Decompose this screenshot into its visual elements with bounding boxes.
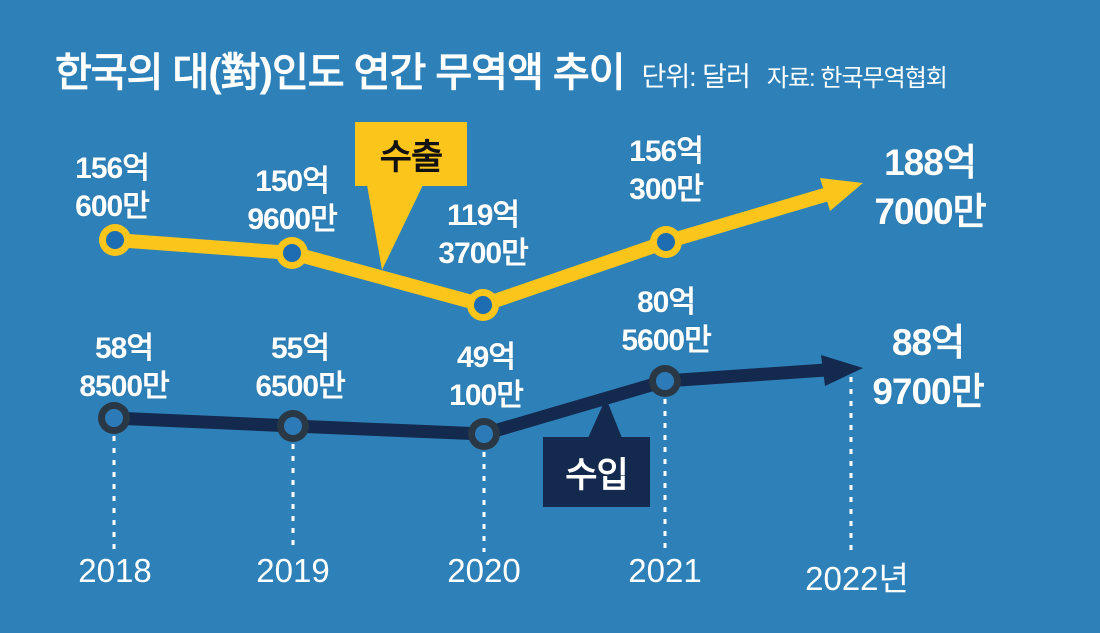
value-line1: 150억 [255,165,330,198]
import-dot-icon [468,418,500,450]
import-arrowhead-icon [821,355,863,386]
axis-year-2021: 2021 [628,552,702,589]
unit-label: 단위: 달러 [641,62,751,92]
value-line2: 8500만 [79,370,169,403]
import-callout-pointer [588,398,622,438]
import-value-2018: 58억 8500만 [79,330,169,406]
export-dot-icon [467,289,499,321]
value-line1: 80억 [637,286,696,319]
export-arrowhead-icon [820,178,863,211]
export-value-2021: 156억 300만 [629,133,704,209]
value-line1: 55억 [271,332,330,365]
axis-year-2022: 2022년 [805,560,909,597]
export-callout-pointer [367,185,423,270]
export-value-2022: 188억 7000만 [874,138,986,236]
value-line1: 88억 [891,322,965,363]
value-line1: 188억 [884,142,977,183]
export-dot-icon [276,237,308,269]
value-line2: 5600만 [621,324,711,357]
axis-year-2018: 2018 [78,552,152,589]
value-line1: 156억 [629,135,704,168]
axis-year-2020: 2020 [447,552,521,589]
value-line1: 156억 [75,152,150,185]
export-series-callout: 수출 [355,122,467,186]
import-series-label: 수입 [565,455,628,495]
export-dots [99,224,682,321]
value-line2: 100만 [449,379,524,412]
import-dot-icon [98,402,130,434]
page-title: 한국의 대(對)인도 연간 무역액 추이 [55,51,625,95]
value-line1: 49억 [457,341,516,374]
export-dot-icon [650,226,682,258]
source-label: 자료: 한국무역협회 [766,65,948,92]
import-value-2021: 80억 5600만 [621,284,711,360]
import-dot-icon [649,365,681,397]
export-value-2019: 150억 9600만 [247,163,337,239]
import-value-2020: 49억 100만 [449,339,524,415]
value-line2: 600만 [75,190,150,223]
value-line2: 9700만 [872,371,984,412]
value-line1: 58억 [95,332,154,365]
import-series-callout: 수입 [543,437,650,507]
value-line2: 3700만 [438,237,528,270]
import-dot-icon [277,410,309,442]
value-line2: 300만 [629,173,704,206]
axis-year-2019: 2019 [256,552,330,589]
value-line1: 119억 [447,199,520,232]
export-value-2020: 119억 3700만 [438,197,528,273]
drop-lines [112,377,853,552]
import-value-2022: 88억 9700만 [872,318,984,416]
export-value-2018: 156억 600만 [75,150,150,226]
value-line2: 6500만 [255,370,345,403]
value-line2: 9600만 [247,203,337,236]
import-dots [98,365,681,450]
import-value-2019: 55억 6500만 [255,330,345,406]
value-line2: 7000만 [874,191,986,232]
export-dot-icon [99,224,131,256]
export-series-label: 수출 [379,137,443,177]
header: 한국의 대(對)인도 연간 무역액 추이 단위: 달러 자료: 한국무역협회 [55,40,948,98]
